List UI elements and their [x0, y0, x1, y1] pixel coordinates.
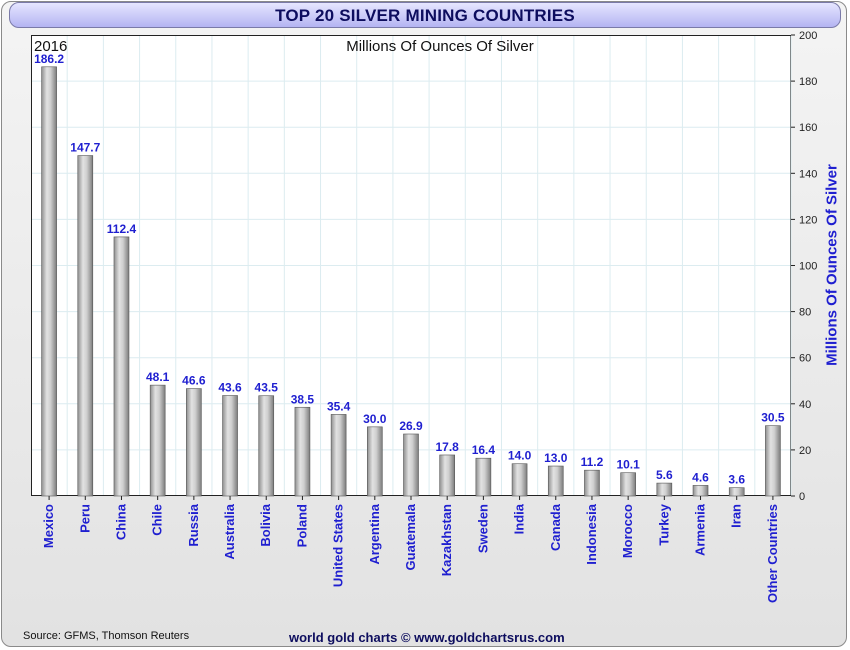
y-tick-label: 100 — [799, 261, 817, 273]
value-label: 147.7 — [70, 141, 100, 155]
bar — [113, 236, 130, 497]
bar — [620, 472, 636, 497]
bar — [475, 457, 492, 497]
y-tick-label: 140 — [799, 168, 817, 180]
value-label: 4.6 — [692, 470, 709, 484]
y-tick-label: 200 — [799, 30, 817, 42]
category-label: Indonesia — [584, 503, 599, 564]
category-label: Bolivia — [258, 503, 273, 546]
category-label: Turkey — [656, 503, 671, 545]
y-tick-label: 120 — [799, 214, 817, 226]
value-label: 30.0 — [363, 412, 387, 426]
value-label: 35.4 — [327, 399, 351, 413]
y-tick-label: 160 — [799, 122, 817, 134]
category-label: Mexico — [41, 504, 56, 548]
bar — [149, 384, 166, 497]
y-tick-label: 40 — [799, 399, 811, 411]
value-label: 46.6 — [182, 374, 206, 388]
bar — [258, 395, 275, 497]
value-label: 48.1 — [146, 370, 170, 384]
category-label: Iran — [729, 504, 744, 528]
y-tick-label: 60 — [799, 353, 811, 365]
category-label: India — [512, 503, 527, 534]
value-label: 5.6 — [656, 468, 673, 482]
bar — [692, 485, 709, 497]
bar — [511, 463, 528, 497]
value-label: 186.2 — [34, 52, 64, 66]
category-label: Russia — [186, 503, 201, 546]
category-label: China — [113, 503, 128, 540]
category-label: Australia — [222, 503, 237, 559]
credit-note: world gold charts © www.goldchartsrus.co… — [289, 630, 565, 645]
category-label: Sweden — [475, 504, 490, 553]
bar — [330, 414, 347, 497]
y-tick-label: 180 — [799, 76, 817, 88]
category-label: Other Countries — [765, 504, 780, 603]
value-label: 112.4 — [107, 222, 137, 236]
y-axis-label: Millions Of Ounces Of Silver — [823, 164, 841, 366]
value-label: 43.6 — [218, 381, 242, 395]
bar — [41, 66, 57, 497]
value-label: 10.1 — [616, 458, 640, 472]
value-label: 16.4 — [472, 443, 496, 457]
category-label: Canada — [548, 503, 563, 551]
y-tick-label: 20 — [799, 445, 811, 457]
bar — [439, 454, 455, 497]
bar — [367, 426, 383, 497]
value-label: 30.5 — [761, 411, 785, 425]
value-label: 17.8 — [436, 440, 460, 454]
x-axis: Mexico Peru China Chile Russia Australia Boliv… — [41, 496, 780, 603]
value-label: 38.5 — [291, 392, 315, 406]
category-label: Morocco — [620, 504, 635, 558]
category-label: Peru — [77, 504, 92, 533]
bar — [765, 425, 781, 497]
category-label: Chile — [150, 504, 165, 536]
y-axis: 0 20 40 60 80 100 120 140 160 180 200 — [791, 30, 817, 503]
category-label: United States — [331, 504, 346, 587]
value-label: 3.6 — [728, 473, 745, 487]
bar — [186, 388, 202, 497]
grid-lines — [32, 36, 792, 495]
category-label: Argentina — [367, 503, 382, 564]
category-label: Kazakhstan — [439, 504, 454, 576]
category-label: Armenia — [693, 503, 708, 556]
chart-title: TOP 20 SILVER MINING COUNTRIES — [9, 2, 841, 28]
bar — [728, 487, 745, 497]
value-labels: 186.2 147.7 112.4 48.1 46.6 43.6 43.5 38.5 35.4 3… — [34, 52, 785, 487]
value-label: 11.2 — [581, 455, 604, 469]
year-label: 2016 — [34, 38, 68, 55]
value-label: 14.0 — [508, 449, 532, 463]
source-note: Source: GFMS, Thomson Reuters — [23, 630, 190, 642]
bar — [294, 406, 311, 497]
bars — [41, 66, 781, 497]
bar — [656, 482, 673, 497]
bar — [77, 155, 94, 497]
category-label: Poland — [294, 504, 309, 547]
category-label: Guatemala — [403, 503, 418, 570]
chart-subtitle: Millions Of Ounces Of Silver — [346, 38, 534, 55]
value-label: 43.5 — [255, 381, 279, 395]
value-label: 13.0 — [544, 451, 568, 465]
bar — [222, 395, 238, 497]
value-label: 26.9 — [399, 419, 423, 433]
bar — [547, 465, 564, 497]
bar — [584, 469, 600, 497]
bar — [403, 433, 419, 497]
y-tick-label: 0 — [799, 491, 805, 503]
y-tick-label: 80 — [799, 307, 811, 319]
